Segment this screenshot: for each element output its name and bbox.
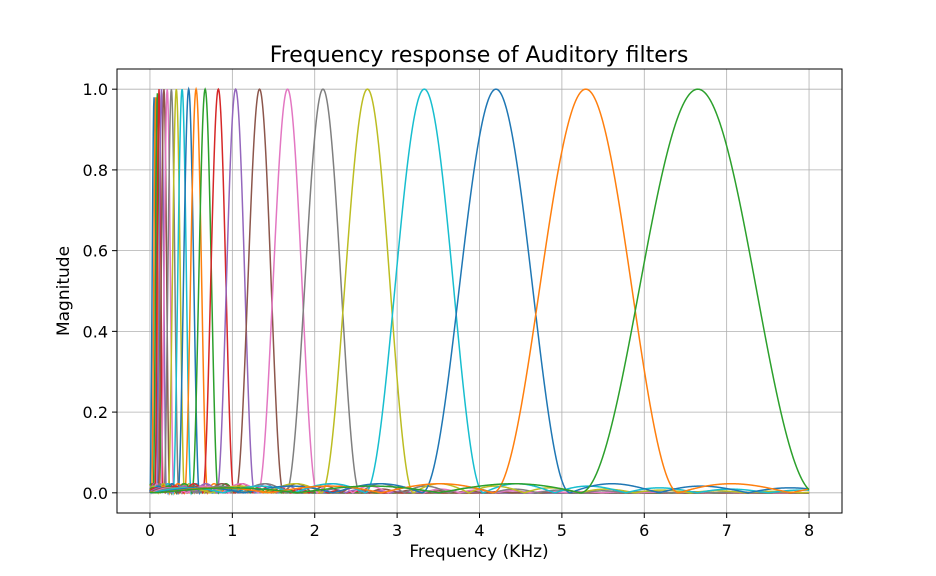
x-tick-label: 4 — [474, 521, 484, 540]
y-tick-label: 0.2 — [83, 403, 108, 422]
x-tick-label: 2 — [310, 521, 320, 540]
filter-response-curve — [149, 88, 810, 494]
x-axis-label: Frequency (KHz) — [409, 542, 548, 562]
y-tick-label: 0.6 — [83, 242, 108, 261]
x-tick-label: 0 — [145, 521, 155, 540]
y-tick-label: 0.4 — [83, 322, 108, 341]
y-axis-label: Magnitude — [54, 246, 74, 336]
y-tick-label: 1.0 — [83, 80, 108, 99]
x-tick-label: 8 — [804, 521, 814, 540]
ticks: 0 1 2 3 4 5 6 7 8 0.0 0.2 0.4 0.6 0.8 1.0 — [83, 80, 815, 540]
y-tick-label: 0.8 — [83, 161, 108, 180]
series-group — [149, 86, 810, 496]
x-tick-label: 3 — [392, 521, 402, 540]
x-tick-label: 7 — [722, 521, 732, 540]
chart-title: Frequency response of Auditory filters — [270, 43, 689, 68]
x-tick-label: 5 — [557, 521, 567, 540]
x-tick-label: 6 — [639, 521, 649, 540]
filter-response-curve — [149, 88, 810, 494]
filter-response-curve — [149, 88, 810, 494]
x-tick-label: 1 — [227, 521, 237, 540]
y-tick-label: 0.0 — [83, 484, 108, 503]
